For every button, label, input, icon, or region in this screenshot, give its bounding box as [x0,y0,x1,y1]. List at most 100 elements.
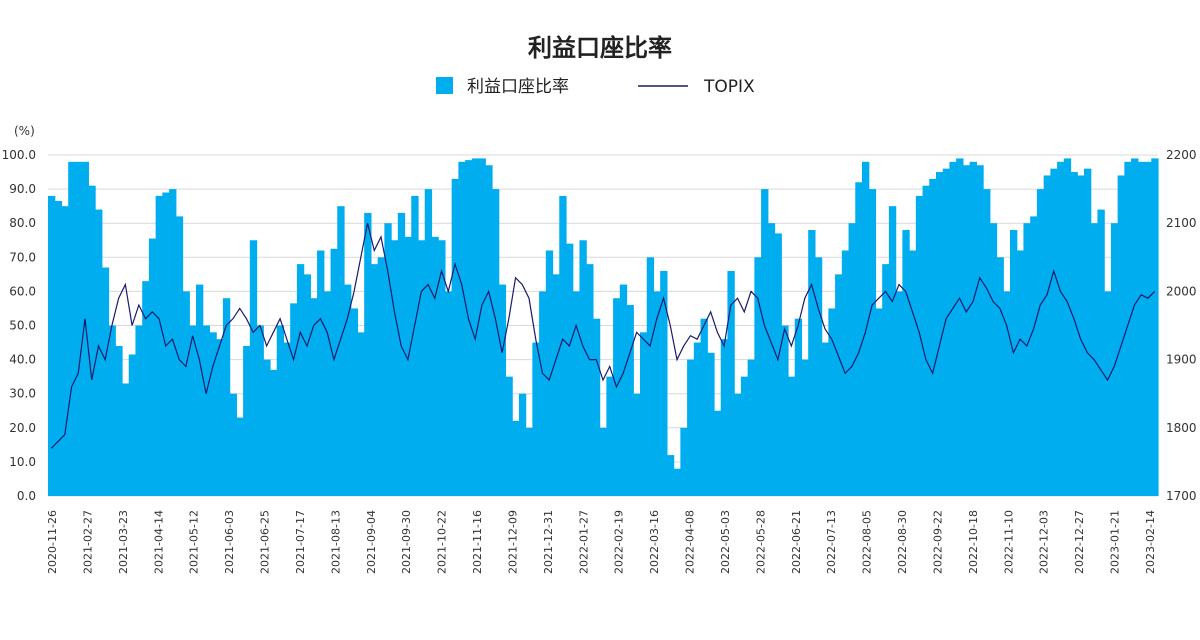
bar [532,342,540,496]
bar [101,267,110,496]
bar [828,308,836,496]
x-tick: 2021-10-22 [436,510,449,574]
bar [572,291,581,496]
x-tick: 2023-02-14 [1144,510,1157,574]
bar [296,264,305,496]
bar [1043,175,1051,496]
bar [458,161,466,496]
bar [431,236,439,496]
bar [956,158,964,496]
x-tick: 2023-01-21 [1109,510,1122,574]
bar [566,243,574,496]
bar [465,160,473,496]
bar [996,257,1004,496]
y-left-tick: 60.0 [9,284,36,298]
bar [626,305,634,496]
bar [902,230,910,496]
chart-title: 利益口座比率 [528,34,672,62]
bar [1050,168,1058,496]
x-tick: 2021-05-12 [188,510,201,574]
bar [54,201,63,497]
y-left-tick: 100.0 [2,148,36,162]
bar [1097,209,1105,496]
bar [1077,175,1085,496]
bar [693,342,702,496]
bar [518,393,527,496]
bar [835,274,843,496]
bar [586,264,594,496]
bar [1023,223,1031,496]
bar [1003,291,1011,496]
bar-series [48,158,1159,497]
bar [418,240,426,496]
bar [545,250,554,496]
bar [687,359,695,496]
x-tick: 2021-03-23 [117,510,130,574]
bar [962,165,971,497]
bar [249,240,258,496]
bar [714,410,722,496]
x-tick: 2022-08-30 [896,510,909,574]
bar [929,178,937,496]
y-left-tick: 20.0 [9,421,36,435]
bar [148,238,157,497]
legend-line-label: TOPIX [703,77,755,97]
x-tick: 2022-06-21 [790,510,803,574]
bar [1057,161,1065,496]
y-left-tick: 50.0 [9,319,36,333]
bar [471,158,480,496]
bar [525,427,533,496]
bar [404,236,412,496]
legend-bar-swatch [436,77,453,94]
x-tick: 2022-12-27 [1073,510,1086,574]
bar [182,291,190,496]
bar [1063,158,1072,496]
bar [344,284,352,496]
y-right-tick: 2200 [1166,148,1197,162]
bar [236,417,244,496]
bar [747,359,755,496]
x-tick: 2022-02-19 [613,510,626,574]
bar [478,158,486,496]
bar [875,308,883,496]
y-left-tick: 90.0 [9,182,36,196]
bar [976,165,984,497]
legend: 利益口座比率 TOPIX [436,77,755,97]
x-tick: 2022-05-28 [754,510,767,574]
bar [1110,223,1119,496]
bar [155,195,163,497]
bar [720,339,729,496]
y-left-tick: 0.0 [17,489,36,503]
x-tick: 2022-07-13 [825,510,838,574]
y-right-tick: 2000 [1166,284,1197,298]
bar [505,376,513,496]
bar [660,270,668,496]
bar [135,325,143,496]
bar [754,257,762,496]
y-right-tick: 1800 [1166,421,1197,435]
bar [1030,216,1038,496]
bar [411,195,419,497]
y-right-tick: 1900 [1166,353,1197,367]
bar [680,427,688,496]
bar [384,223,392,496]
bar [485,165,493,497]
bar [653,291,661,496]
bar [882,264,890,496]
x-tick: 2021-12-31 [542,510,555,574]
bar [209,332,217,496]
bar [633,393,641,496]
bar [646,257,655,496]
x-tick: 2021-06-03 [223,510,236,574]
bar [451,178,459,496]
bar [310,298,318,496]
bar [1016,250,1025,496]
x-tick: 2021-04-14 [152,510,165,574]
bar [48,195,56,497]
bar [243,345,251,496]
x-tick: 2022-10-18 [967,510,980,574]
bar [888,206,897,496]
x-tick: 2021-02-27 [81,510,94,574]
x-tick: 2021-11-16 [471,510,484,574]
